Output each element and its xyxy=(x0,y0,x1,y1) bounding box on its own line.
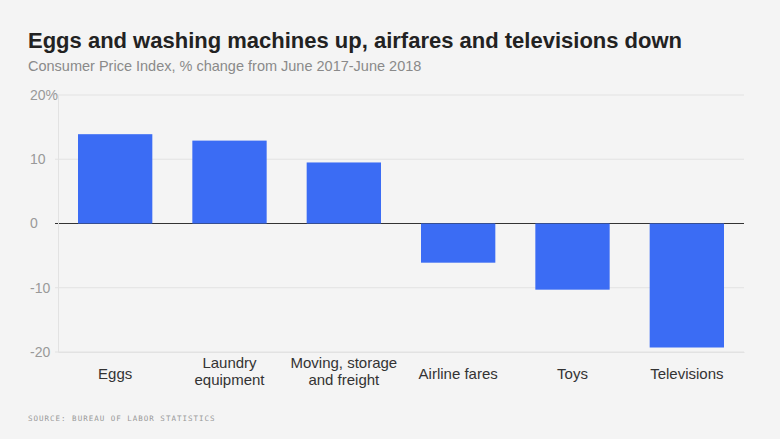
x-tick-label: Eggs xyxy=(98,365,132,382)
grid-line xyxy=(55,95,744,96)
grid-line xyxy=(55,352,744,353)
grid xyxy=(55,95,744,352)
x-tick: Eggs xyxy=(98,352,132,382)
bar xyxy=(307,162,381,223)
x-tick: Airline fares xyxy=(419,352,498,382)
x-axis-line xyxy=(59,352,745,353)
plot: 20% 10 0 -10 -20 Eggs Laundryequipment Moving, … xyxy=(30,87,745,388)
bar xyxy=(421,224,495,263)
y-axis-line xyxy=(58,96,59,353)
x-tick-label: Televisions xyxy=(650,365,723,382)
grid-line xyxy=(55,159,744,160)
subtitle: Consumer Price Index, % change from June… xyxy=(28,58,421,74)
x-tick-label: Toys xyxy=(557,365,588,382)
source: SOURCE: BUREAU OF LABOR STATISTICS xyxy=(28,414,216,423)
y-tick: 0 xyxy=(30,215,58,231)
x-tick-label: Laundryequipment xyxy=(194,354,265,388)
x-axis: Eggs Laundryequipment Moving, storageand f… xyxy=(59,352,745,388)
x-tick: Moving, storageand freight xyxy=(290,352,397,388)
x-tick: Laundryequipment xyxy=(194,352,265,388)
zero-line xyxy=(55,223,744,224)
bar xyxy=(535,224,609,290)
y-tick-label: -20 xyxy=(30,344,50,360)
chart: Eggs and washing machines up, airfares a… xyxy=(0,0,780,439)
y-tick-label: -10 xyxy=(30,280,50,296)
y-tick: -20 xyxy=(30,344,58,360)
y-tick-label: 0 xyxy=(30,215,38,231)
x-tick: Toys xyxy=(557,352,588,382)
grid-line xyxy=(55,287,744,288)
x-tick: Televisions xyxy=(650,352,723,382)
x-tick-label: Airline fares xyxy=(419,365,498,382)
y-tick: -10 xyxy=(30,280,58,296)
bar xyxy=(78,134,152,223)
y-tick-label: 10 xyxy=(30,151,46,167)
x-tick-label: Moving, storageand freight xyxy=(290,354,397,388)
title: Eggs and washing machines up, airfares a… xyxy=(28,28,682,53)
bar xyxy=(650,224,724,348)
y-tick: 10 xyxy=(30,151,58,167)
background xyxy=(0,0,780,439)
y-tick: 20% xyxy=(30,87,58,103)
y-tick-label: 20% xyxy=(30,87,58,103)
y-axis: 20% 10 0 -10 -20 xyxy=(30,87,59,360)
bar xyxy=(192,141,266,224)
bars xyxy=(78,134,724,347)
